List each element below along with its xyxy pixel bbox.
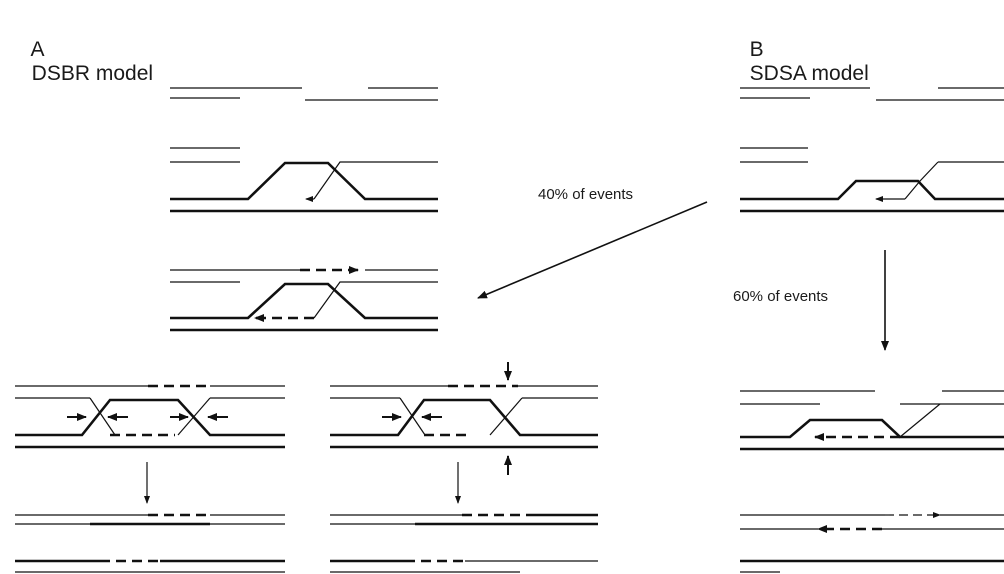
panel-b-letter: B	[749, 38, 764, 61]
b-step1-broken-duplex	[740, 87, 1004, 101]
panel-a-title: A DSBR model	[20, 14, 154, 86]
b-step4-annealing	[740, 512, 1004, 573]
a-step4-right-dhj	[330, 362, 598, 475]
forty-percent-arrow	[477, 201, 708, 299]
panel-b-title: B SDSA model	[738, 14, 869, 86]
panel-a-letter: A	[30, 38, 45, 61]
a-step4-left-dhj	[15, 384, 285, 449]
panel-b-name: SDSA model	[749, 62, 869, 85]
b-step3-synthesis	[740, 390, 1004, 451]
a-step2-strand-invasion	[170, 147, 438, 213]
sixty-percent-label: 60% of events	[733, 288, 829, 305]
b-step2-strand-invasion	[740, 147, 1004, 213]
a-step5-right-product	[330, 513, 598, 573]
a-step1-broken-duplex	[170, 87, 438, 101]
a-step3-second-end-capture	[170, 266, 438, 332]
panel-a-name: DSBR model	[31, 62, 154, 85]
forty-percent-label: 40% of events	[538, 186, 634, 203]
a-step5-left-product	[15, 513, 285, 573]
